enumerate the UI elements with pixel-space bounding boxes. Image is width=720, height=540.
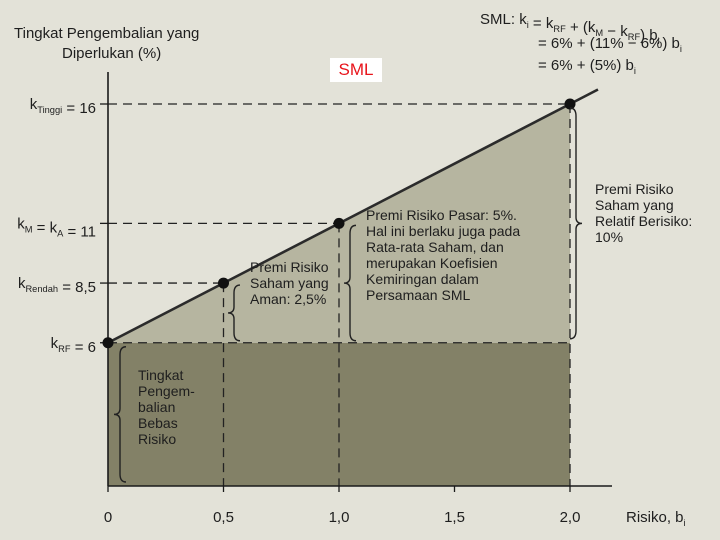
data-point-0 <box>102 337 114 349</box>
text-span: SML: <box>480 11 519 28</box>
text-span: = 6% + (5%) b <box>538 57 634 74</box>
subscript: Rendah <box>25 284 58 294</box>
subscript: RF <box>58 344 71 354</box>
risk-free-annotation-line-3: Bebas <box>138 415 178 431</box>
chart-title: SML <box>330 58 382 82</box>
risky-premium-annotation-line-1: Saham yang <box>595 197 674 213</box>
risky-premium-brace <box>569 107 583 340</box>
text-span: k <box>519 11 527 28</box>
data-point-2 <box>333 217 345 229</box>
y-tick-label-2: kRendah = 8,5 <box>18 275 96 296</box>
text-span: + (k <box>566 19 596 36</box>
subscript: i <box>684 518 686 528</box>
text-span: = 16 <box>62 100 96 117</box>
subscript: i <box>527 20 529 30</box>
subscript: RF <box>628 32 641 42</box>
y-tick-label-0: kTinggi = 16 <box>30 96 96 117</box>
x-axis-title: Risiko, bi <box>626 509 686 528</box>
safe-premium-annotation-line-0: Premi Risiko <box>250 259 329 275</box>
risk-free-brace <box>113 346 127 483</box>
data-point-1 <box>218 277 229 289</box>
safe-premium-annotation-line-2: Aman: 2,5% <box>250 291 326 307</box>
series-layer <box>102 88 599 349</box>
subscript: M <box>25 224 33 234</box>
safe-premium-annotation-line-1: Saham yang <box>250 275 329 291</box>
text-span: = 6% + (11% − 6%) b <box>538 35 680 52</box>
text-span: k <box>30 96 38 113</box>
text-span: − k <box>603 23 628 40</box>
risk-free-annotation-line-2: balian <box>138 399 175 415</box>
y-tick-label-1: kM = kA = 11 <box>17 215 96 240</box>
y-axis-title-line-0: Tingkat Pengembalian yang <box>14 25 199 42</box>
labels-layer: Tingkat Pengembalian yang Diperlukan (%) R… <box>14 11 692 528</box>
sml-line <box>107 88 599 344</box>
market-premium-annotation-line-3: merupakan Koefisien <box>366 255 498 271</box>
x-tick-label-1: 0,5 <box>213 509 234 526</box>
sml-equation-line-1: = 6% + (11% − 6%) bi <box>538 35 682 54</box>
x-tick-label-4: 2,0 <box>560 509 581 526</box>
text-span: k <box>17 215 25 232</box>
text-span: = k <box>33 219 58 236</box>
market-premium-annotation-line-0: Premi Risiko Pasar: 5%. <box>366 207 517 223</box>
risk-free-annotation-line-4: Risiko <box>138 431 176 447</box>
text-span: = 6 <box>71 339 96 356</box>
subscript: i <box>634 66 636 76</box>
guides-layer <box>108 103 571 486</box>
x-tick-label-0: 0 <box>104 509 112 526</box>
sml-equation-line-2: = 6% + (5%) bi <box>538 57 636 76</box>
text-span: k <box>51 335 59 352</box>
subscript: i <box>658 36 660 46</box>
y-tick-label-3: kRF = 6 <box>51 335 96 356</box>
risky-premium-annotation-line-2: Relatif Berisiko: <box>595 213 692 229</box>
text-span: = k <box>529 15 554 32</box>
subscript: Tinggi <box>37 105 62 115</box>
market-premium-annotation-line-1: Hal ini berlaku juga pada <box>366 223 520 239</box>
safe-premium-brace <box>227 284 241 342</box>
text-span: = 11 <box>63 223 96 240</box>
text-span: = 8,5 <box>58 279 96 296</box>
market-premium-annotation-line-4: Kemiringan dalam <box>366 271 479 287</box>
text-span: Risiko, b <box>626 509 684 526</box>
risk-free-annotation-line-1: Pengem- <box>138 383 195 399</box>
subscript: A <box>57 228 64 238</box>
sml-equation-line-0: SML: ki = kRF + (kM − kRF) bi <box>480 11 660 46</box>
x-tick-label-3: 1,5 <box>444 509 465 526</box>
market-premium-annotation-line-2: Rata-rata Saham, dan <box>366 239 504 255</box>
text-span: k <box>18 275 26 292</box>
x-tick-label-2: 1,0 <box>329 509 350 526</box>
data-point-3 <box>564 98 576 110</box>
market-premium-annotation-line-5: Persamaan SML <box>366 287 470 303</box>
text-span: ) b <box>640 27 658 44</box>
risky-premium-annotation-line-0: Premi Risiko <box>595 181 674 197</box>
subscript: M <box>595 28 603 38</box>
subscript: RF <box>553 24 566 34</box>
risk-free-annotation-line-0: Tingkat <box>138 367 184 383</box>
subscript: i <box>680 44 682 54</box>
y-axis-title-line-1: Diperlukan (%) <box>62 45 161 62</box>
risky-premium-annotation-line-3: 10% <box>595 229 623 245</box>
market-premium-brace <box>343 224 357 342</box>
